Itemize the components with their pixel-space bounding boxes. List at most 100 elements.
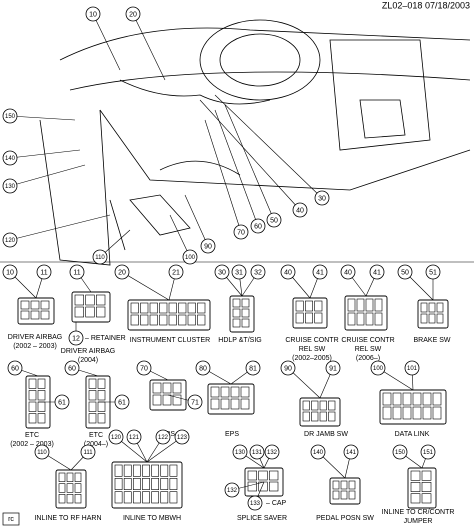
connector-cavity <box>305 300 313 312</box>
callout-circle <box>250 264 266 280</box>
callout-number: 11 <box>40 269 47 276</box>
connector-cavity <box>159 314 168 326</box>
connector-cavity <box>151 491 160 504</box>
callout-number: 101 <box>407 366 418 372</box>
connector-cavity <box>314 300 323 312</box>
connector-cavity <box>365 298 374 312</box>
connector-cavity <box>319 411 327 422</box>
connector-cavity <box>421 482 432 492</box>
connector-cavity <box>428 302 436 313</box>
callout-number: 140 <box>5 156 16 162</box>
connector-cavity <box>332 480 340 490</box>
connector-cavity <box>169 464 178 477</box>
connector-cavity <box>172 382 182 394</box>
connector-cavity <box>149 302 158 314</box>
leader-line <box>184 194 209 247</box>
connector-cavity <box>340 490 348 500</box>
callout-number: 122 <box>158 435 169 441</box>
connector-cavity <box>159 302 168 314</box>
connector-cavity <box>178 314 187 326</box>
connector-cavity <box>58 483 66 493</box>
callout-circle <box>108 429 124 445</box>
connector-cavity <box>142 491 150 504</box>
connector-label: DRIVER AIRBAG <box>61 348 115 355</box>
connector-cavity <box>149 314 158 326</box>
leader-line <box>9 115 76 121</box>
connector-label: INLINE TO CR/CONTR <box>382 509 455 516</box>
connector-cavity <box>20 300 30 310</box>
connector-cavity <box>436 302 444 313</box>
callout-circle <box>314 190 330 206</box>
callout-number: 12 <box>72 335 80 342</box>
leader-line <box>214 94 323 199</box>
callout-number: 151 <box>423 450 434 456</box>
connector-cavity <box>169 491 178 504</box>
callout-number: 50 <box>270 217 278 224</box>
connector-cavity <box>74 294 84 306</box>
connector-cavity <box>168 314 177 326</box>
connector-cavity <box>132 478 141 490</box>
callout-circle <box>2 232 18 248</box>
callout-circle <box>343 444 359 460</box>
callout-number: 111 <box>83 450 93 456</box>
connector-cavity <box>382 406 392 420</box>
connector-label: ETC <box>89 432 103 439</box>
connector-cavity <box>232 308 241 318</box>
connector-cavity <box>162 394 172 406</box>
callout-circle <box>310 444 326 460</box>
connector-cavity <box>88 413 97 424</box>
connector-cavity <box>382 392 392 406</box>
connector-cavity <box>305 312 313 324</box>
callout-circle <box>233 224 249 240</box>
callout-circle <box>232 444 248 460</box>
callout-circle <box>64 360 80 376</box>
connector-cavity <box>96 294 106 306</box>
connector-cavity <box>210 398 220 410</box>
callout-number: 90 <box>204 243 212 250</box>
connector-cavity <box>247 481 257 492</box>
connector-cavity <box>356 312 365 326</box>
note: – RETAINER <box>85 335 126 342</box>
connector-cavity <box>85 306 95 318</box>
connector-cavity <box>374 312 383 326</box>
connector-cavity <box>295 312 304 324</box>
callout-circle <box>195 360 211 376</box>
callout-number: 132 <box>267 450 278 456</box>
callout-circle <box>7 360 23 376</box>
callout-number: 70 <box>140 365 148 372</box>
callout-circle <box>174 429 190 445</box>
callout-circle <box>136 360 152 376</box>
connector-cavity <box>302 400 310 411</box>
callout-circle <box>224 482 240 498</box>
callout-number: 11 <box>73 269 80 276</box>
callout-circle <box>292 202 308 218</box>
connector-cavity <box>402 392 412 406</box>
connector-cavity <box>160 491 169 504</box>
callout-number: 130 <box>5 184 16 190</box>
connector-cavity <box>142 464 150 477</box>
connector-cavity <box>421 493 432 504</box>
callout-circle <box>264 444 280 460</box>
connector-label: (2002 – 2003) <box>10 441 54 448</box>
leader-line <box>199 99 301 211</box>
connector-cavity <box>132 491 141 504</box>
leader-line <box>169 214 191 258</box>
callout-circle <box>34 444 50 460</box>
connector-cavity <box>421 470 432 481</box>
connector-cavity <box>392 392 402 406</box>
connector-cavity <box>37 413 46 424</box>
callout-number: 32 <box>254 269 262 276</box>
callout-circle <box>54 394 70 410</box>
tag: rc <box>8 516 14 523</box>
connector-cavity <box>178 302 187 314</box>
callout-number: 31 <box>235 269 243 276</box>
callout-circle <box>370 360 386 376</box>
connector-cavity <box>37 390 46 401</box>
connector-cavity <box>37 378 46 389</box>
leader-line <box>224 104 275 221</box>
connector-cavity <box>58 494 66 504</box>
callout-circle <box>69 264 85 280</box>
callout-number: 110 <box>37 450 47 456</box>
callout-circle <box>312 264 328 280</box>
